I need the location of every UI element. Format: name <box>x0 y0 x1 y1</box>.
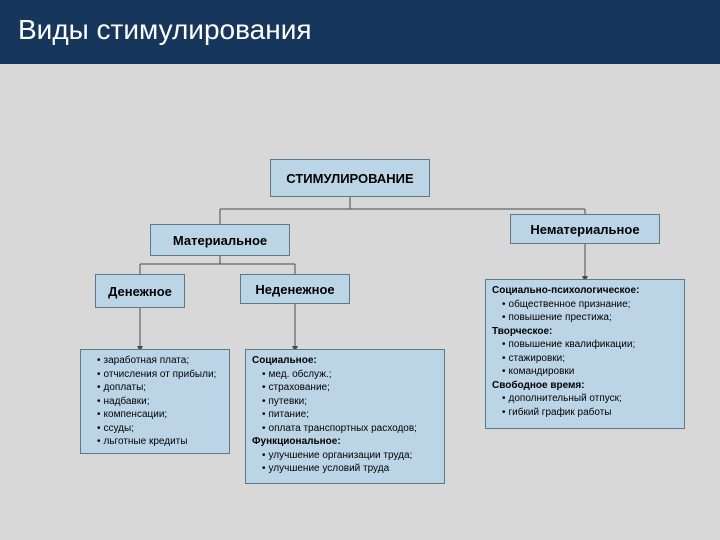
leaf-item: гибкий график работы <box>502 406 678 420</box>
leaf-item: ссуды; <box>97 422 223 436</box>
leaf-heading: Функциональное: <box>252 435 438 449</box>
leaf-nonmoney: Социальное:мед. обслуж.;страхование;путе… <box>245 349 445 484</box>
leaf-item: мед. обслуж.; <box>262 368 438 382</box>
leaf-list: мед. обслуж.;страхование;путевки;питание… <box>252 368 438 436</box>
leaf-list: заработная плата;отчисления от прибыли;д… <box>87 354 223 449</box>
node-nonmoney: Неденежное <box>240 274 350 304</box>
diagram-canvas: СТИМУЛИРОВАНИЕ Материальное Нематериальн… <box>0 64 720 524</box>
leaf-heading: Социально-психологическое: <box>492 284 678 298</box>
leaf-item: улучшение условий труда <box>262 462 438 476</box>
leaf-item: доплаты; <box>97 381 223 395</box>
leaf-item: дополнительный отпуск; <box>502 392 678 406</box>
leaf-nonmaterial: Социально-психологическое:общественное п… <box>485 279 685 429</box>
leaf-list: улучшение организации труда;улучшение ус… <box>252 449 438 476</box>
leaf-item: стажировки; <box>502 352 678 366</box>
leaf-item: повышение престижа; <box>502 311 678 325</box>
leaf-heading: Творческое: <box>492 325 678 339</box>
leaf-item: питание; <box>262 408 438 422</box>
leaf-item: командировки <box>502 365 678 379</box>
leaf-item: улучшение организации труда; <box>262 449 438 463</box>
leaf-list: общественное признание;повышение престиж… <box>492 298 678 325</box>
node-material: Материальное <box>150 224 290 256</box>
leaf-item: отчисления от прибыли; <box>97 368 223 382</box>
leaf-list: дополнительный отпуск;гибкий график рабо… <box>492 392 678 419</box>
leaf-item: оплата транспортных расходов; <box>262 422 438 436</box>
leaf-list: повышение квалификации;стажировки;команд… <box>492 338 678 379</box>
leaf-money: заработная плата;отчисления от прибыли;д… <box>80 349 230 454</box>
leaf-heading: Социальное: <box>252 354 438 368</box>
leaf-item: заработная плата; <box>97 354 223 368</box>
leaf-heading: Свободное время: <box>492 379 678 393</box>
leaf-item: путевки; <box>262 395 438 409</box>
leaf-item: надбавки; <box>97 395 223 409</box>
leaf-item: льготные кредиты <box>97 435 223 449</box>
leaf-item: страхование; <box>262 381 438 395</box>
slide-title: Виды стимулирования <box>0 0 720 64</box>
node-money: Денежное <box>95 274 185 308</box>
node-root: СТИМУЛИРОВАНИЕ <box>270 159 430 197</box>
node-nonmaterial: Нематериальное <box>510 214 660 244</box>
leaf-item: компенсации; <box>97 408 223 422</box>
leaf-item: общественное признание; <box>502 298 678 312</box>
leaf-item: повышение квалификации; <box>502 338 678 352</box>
